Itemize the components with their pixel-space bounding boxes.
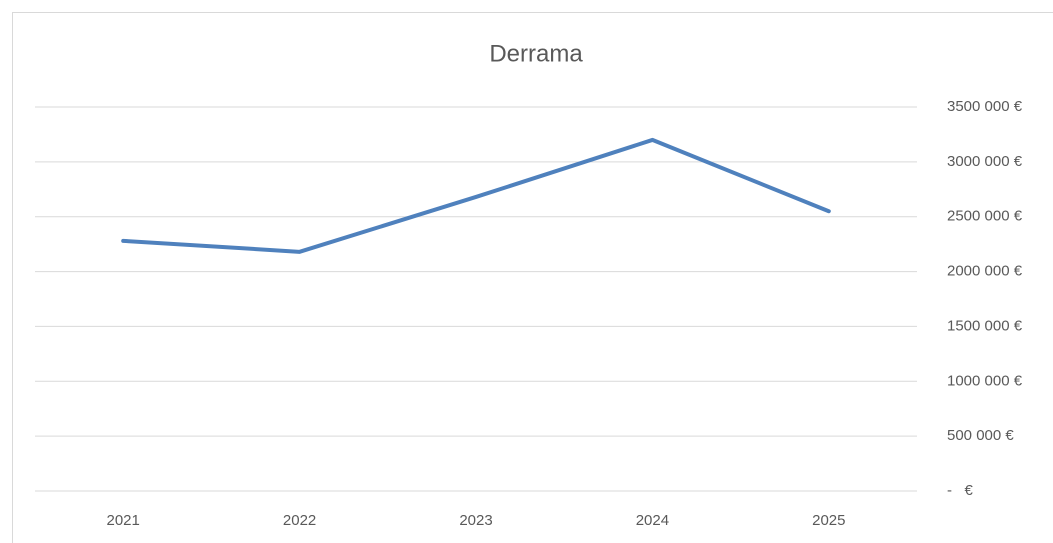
y-tick-label: 2500 000 €: [947, 208, 1023, 225]
y-tick-label: 1000 000 €: [947, 372, 1023, 389]
x-tick-label: 2022: [283, 512, 316, 529]
y-tick-label: 3500 000 €: [947, 98, 1023, 115]
y-tick-label: 500 000 €: [947, 427, 1014, 444]
y-tick-label: 1500 000 €: [947, 317, 1023, 334]
y-tick-label: - €: [947, 482, 973, 499]
chart-frame: [12, 12, 1053, 543]
x-tick-label: 2023: [459, 512, 492, 529]
line-series: [121, 137, 831, 254]
y-tick-label: 2000 000 €: [947, 263, 1023, 280]
y-tick-label: 3000 000 €: [947, 153, 1023, 170]
x-tick-label: 2025: [812, 512, 845, 529]
x-tick-label: 2021: [107, 512, 140, 529]
x-tick-label: 2024: [636, 512, 669, 529]
chart-title: Derrama: [489, 40, 583, 67]
